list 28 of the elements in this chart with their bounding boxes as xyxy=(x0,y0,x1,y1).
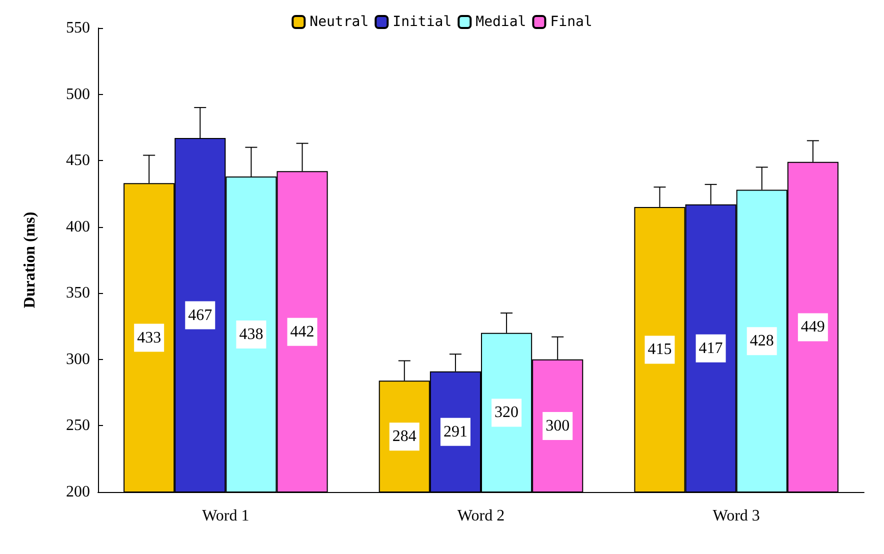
y-tick-label: 350 xyxy=(66,284,90,302)
y-tick-label: 250 xyxy=(66,417,90,434)
data-label: 442 xyxy=(290,323,314,340)
x-tick-label: Word 3 xyxy=(712,508,760,524)
data-label: 449 xyxy=(800,318,825,336)
data-label: 417 xyxy=(698,340,723,357)
y-tick-label: 200 xyxy=(66,484,90,500)
legend-label: Initial xyxy=(392,14,452,30)
data-label: 428 xyxy=(750,332,774,350)
x-tick-label: Word 1 xyxy=(202,508,250,524)
data-label: 438 xyxy=(239,326,264,343)
legend-label: Final xyxy=(550,14,592,30)
x-tick-label: Word 2 xyxy=(457,508,505,524)
y-tick-label: 500 xyxy=(66,86,90,103)
data-label: 291 xyxy=(443,423,468,440)
data-label: 284 xyxy=(392,428,416,446)
data-label: 467 xyxy=(188,306,212,324)
legend-label: Medial xyxy=(476,14,526,30)
y-tick-label: 550 xyxy=(66,20,90,36)
data-label: 320 xyxy=(494,404,519,422)
y-axis-title: Duration (ms) xyxy=(22,212,38,308)
data-label: 300 xyxy=(546,417,570,434)
y-tick-label: 400 xyxy=(66,218,90,236)
legend-label: Neutral xyxy=(310,14,369,30)
y-tick-label: 300 xyxy=(66,350,90,368)
data-label: 415 xyxy=(648,341,672,358)
data-label: 433 xyxy=(137,329,162,346)
y-tick-label: 450 xyxy=(66,152,90,170)
